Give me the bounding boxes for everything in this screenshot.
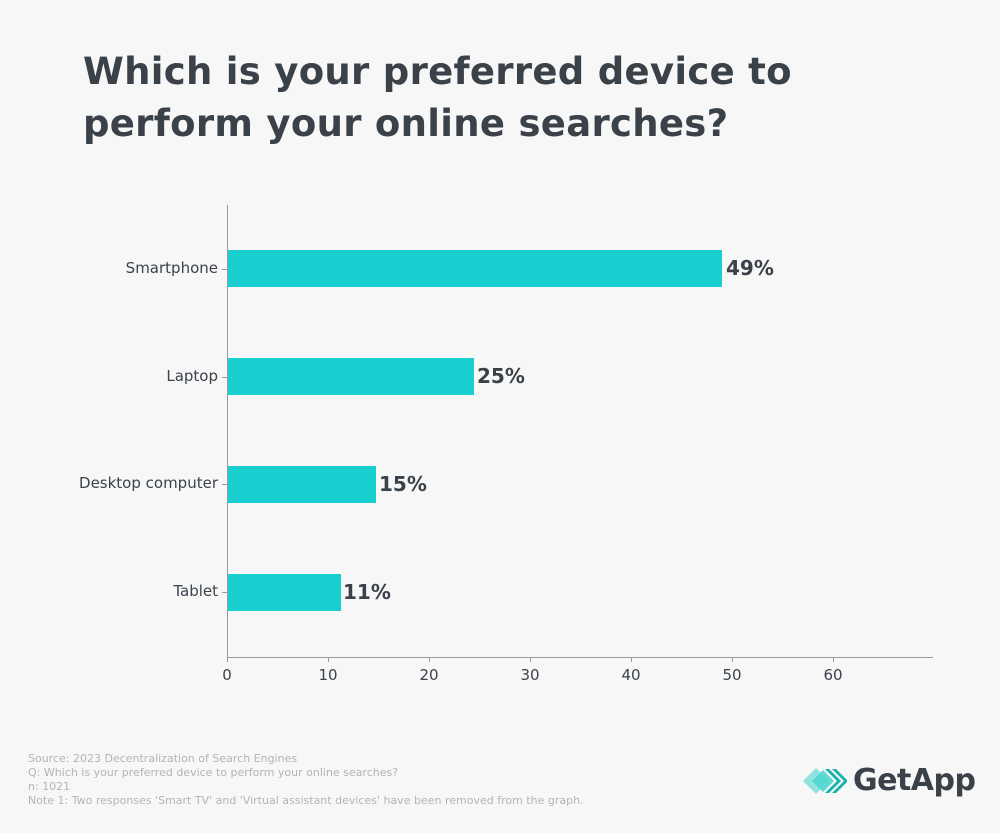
x-tick-label: 10 (318, 666, 338, 684)
chart-title: Which is your preferred device to perfor… (83, 50, 792, 145)
x-axis-line (227, 657, 933, 658)
x-tick (328, 657, 329, 662)
x-tick (530, 657, 531, 662)
x-tick-label: 20 (419, 666, 439, 684)
x-tick-label: 50 (722, 666, 742, 684)
removed-note: Note 1: Two responses 'Smart TV' and 'Vi… (28, 794, 584, 807)
x-tick-label: 0 (222, 666, 232, 684)
question-note: Q: Which is your preferred device to per… (28, 766, 399, 779)
x-tick-label: 40 (621, 666, 641, 684)
y-tick (222, 269, 227, 270)
category-label: Smartphone (125, 259, 218, 277)
getapp-logo: GetApp (803, 763, 976, 798)
y-tick (222, 484, 227, 485)
x-tick (833, 657, 834, 662)
value-label: 11% (343, 580, 391, 604)
y-tick (222, 377, 227, 378)
x-tick (227, 657, 228, 662)
category-label: Tablet (173, 582, 218, 600)
x-tick-label: 30 (520, 666, 540, 684)
getapp-chevrons-icon (803, 767, 847, 794)
x-tick (631, 657, 632, 662)
sample-size: n: 1021 (28, 780, 71, 793)
bar-smartphone (228, 250, 722, 287)
x-tick (732, 657, 733, 662)
bar-laptop (228, 358, 474, 395)
x-tick-label: 60 (823, 666, 843, 684)
y-axis-line (227, 205, 228, 658)
category-label: Desktop computer (79, 474, 218, 492)
source-note: Source: 2023 Decentralization of Search … (28, 752, 298, 765)
logo-text: GetApp (853, 763, 976, 798)
x-tick (429, 657, 430, 662)
value-label: 49% (726, 256, 774, 280)
category-label: Laptop (166, 367, 218, 385)
value-label: 15% (379, 472, 427, 496)
value-label: 25% (477, 364, 525, 388)
bar-desktop-computer (228, 466, 376, 503)
bar-tablet (228, 574, 341, 611)
y-tick (222, 592, 227, 593)
footnotes: Source: 2023 Decentralization of Search … (28, 752, 584, 808)
